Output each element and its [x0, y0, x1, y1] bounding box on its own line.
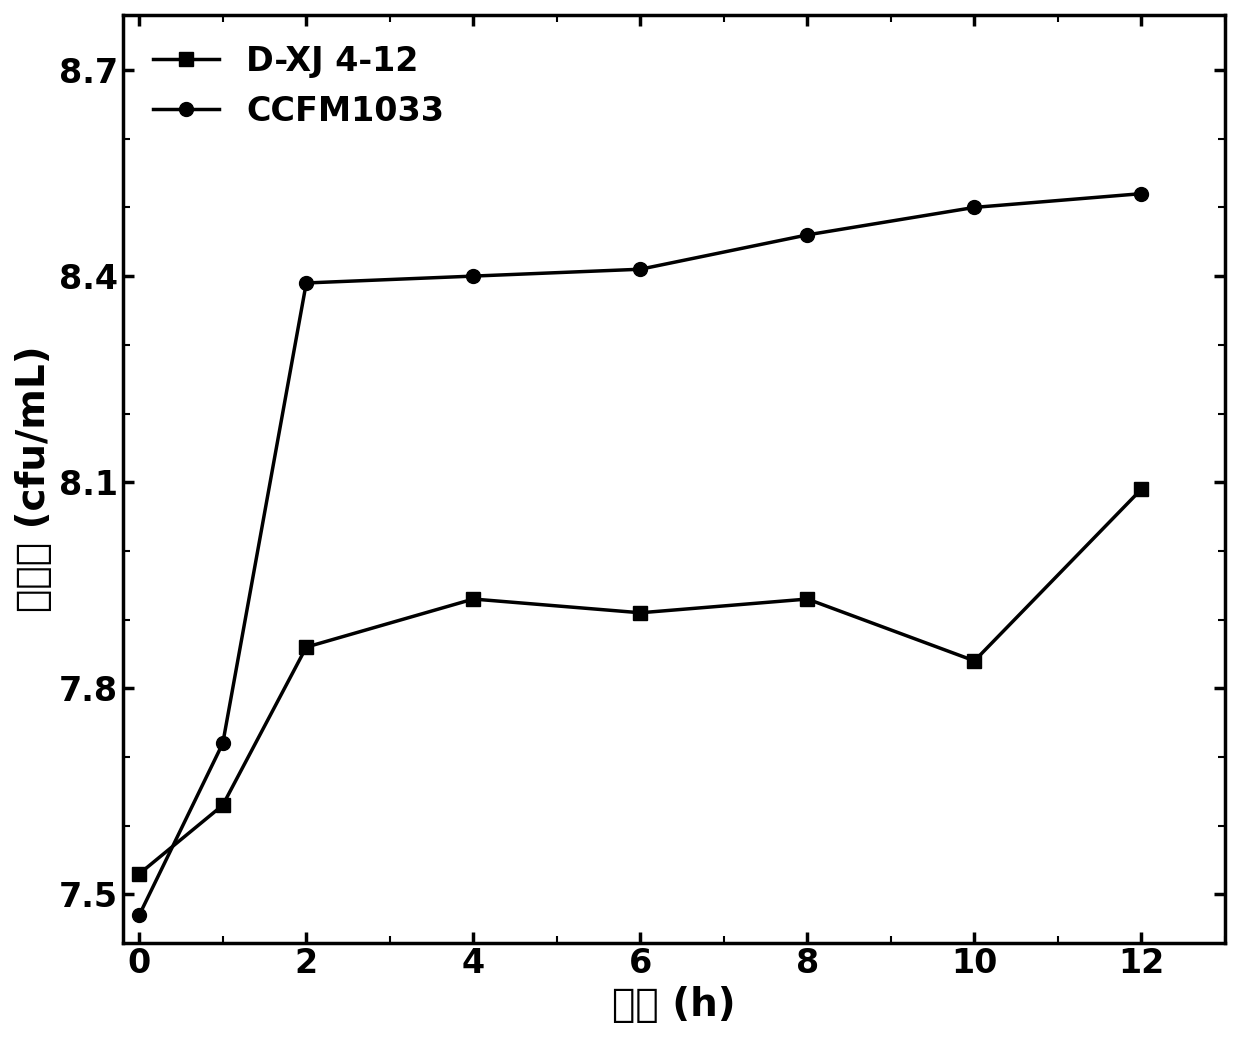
CCFM1033 [216, 737, 231, 749]
CCFM1033 [1135, 187, 1149, 199]
D-XJ 4-12 [632, 607, 647, 619]
CCFM1033 [131, 909, 146, 922]
Legend: D-XJ 4-12, CCFM1033: D-XJ 4-12, CCFM1033 [139, 31, 458, 141]
D-XJ 4-12 [967, 655, 982, 667]
Y-axis label: 活菌数 (cfu/mL): 活菌数 (cfu/mL) [15, 346, 53, 612]
D-XJ 4-12 [800, 593, 815, 606]
Line: D-XJ 4-12: D-XJ 4-12 [133, 482, 1148, 881]
CCFM1033 [632, 263, 647, 275]
D-XJ 4-12 [466, 593, 481, 606]
D-XJ 4-12 [299, 641, 314, 654]
Line: CCFM1033: CCFM1033 [133, 187, 1148, 922]
CCFM1033 [299, 276, 314, 289]
D-XJ 4-12 [1135, 483, 1149, 496]
CCFM1033 [967, 202, 982, 214]
CCFM1033 [800, 229, 815, 241]
CCFM1033 [466, 270, 481, 283]
X-axis label: 时间 (h): 时间 (h) [613, 986, 735, 1024]
D-XJ 4-12 [131, 868, 146, 880]
D-XJ 4-12 [216, 799, 231, 811]
